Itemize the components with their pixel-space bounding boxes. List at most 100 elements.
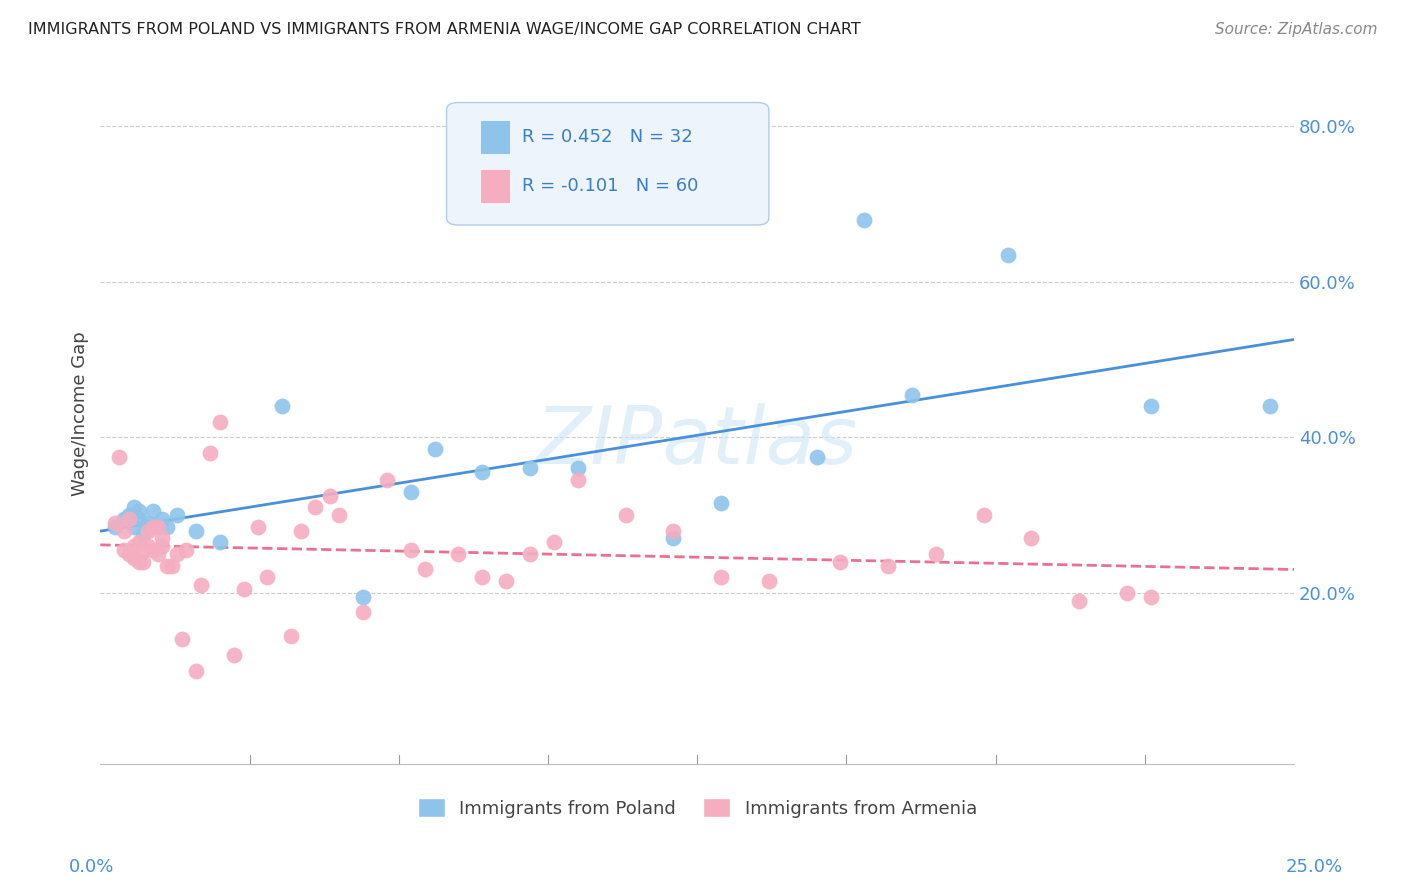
Point bbox=[122, 519, 145, 533]
Point bbox=[122, 500, 145, 515]
Point bbox=[830, 555, 852, 569]
Point bbox=[132, 555, 155, 569]
Point bbox=[104, 519, 127, 533]
Point bbox=[156, 558, 179, 573]
Text: Source: ZipAtlas.com: Source: ZipAtlas.com bbox=[1215, 22, 1378, 37]
Point bbox=[184, 524, 207, 538]
Point bbox=[662, 524, 685, 538]
Point bbox=[246, 519, 269, 533]
Point bbox=[170, 632, 193, 647]
Point bbox=[399, 543, 422, 558]
Point bbox=[1116, 586, 1139, 600]
Point bbox=[136, 524, 159, 538]
Point bbox=[146, 547, 169, 561]
Point bbox=[413, 562, 436, 576]
Point bbox=[112, 524, 135, 538]
Point bbox=[399, 484, 422, 499]
Point bbox=[806, 450, 828, 464]
Point bbox=[290, 524, 312, 538]
Point bbox=[1140, 590, 1163, 604]
Point bbox=[166, 547, 188, 561]
Point bbox=[901, 387, 924, 401]
Point bbox=[328, 508, 350, 522]
Text: R = 0.452   N = 32: R = 0.452 N = 32 bbox=[522, 128, 693, 145]
Point bbox=[222, 648, 245, 662]
FancyBboxPatch shape bbox=[479, 169, 510, 202]
Point bbox=[118, 512, 141, 526]
Point bbox=[614, 508, 637, 522]
Text: 25.0%: 25.0% bbox=[1286, 858, 1343, 876]
Point bbox=[160, 558, 183, 573]
Point bbox=[352, 605, 374, 619]
Point bbox=[543, 535, 565, 549]
Point bbox=[270, 399, 292, 413]
Point bbox=[142, 543, 165, 558]
Point bbox=[304, 500, 326, 515]
Text: R = -0.101   N = 60: R = -0.101 N = 60 bbox=[522, 177, 699, 194]
Point bbox=[973, 508, 995, 522]
Point bbox=[208, 535, 231, 549]
Point bbox=[166, 508, 188, 522]
Point bbox=[132, 527, 155, 541]
Point bbox=[184, 664, 207, 678]
Point bbox=[758, 574, 780, 588]
Point bbox=[156, 519, 179, 533]
Point bbox=[519, 547, 541, 561]
FancyBboxPatch shape bbox=[447, 103, 769, 225]
Point bbox=[375, 473, 398, 487]
Point bbox=[423, 442, 446, 456]
Y-axis label: Wage/Income Gap: Wage/Income Gap bbox=[72, 332, 89, 496]
Point bbox=[136, 539, 159, 553]
Point bbox=[122, 539, 145, 553]
Point bbox=[104, 516, 127, 530]
Point bbox=[495, 574, 517, 588]
Point bbox=[208, 415, 231, 429]
Point bbox=[853, 212, 876, 227]
Point bbox=[128, 512, 150, 526]
Legend: Immigrants from Poland, Immigrants from Armenia: Immigrants from Poland, Immigrants from … bbox=[411, 791, 984, 825]
FancyBboxPatch shape bbox=[479, 120, 510, 153]
Point bbox=[118, 508, 141, 522]
Point bbox=[112, 543, 135, 558]
Point bbox=[567, 461, 589, 475]
Point bbox=[1258, 399, 1281, 413]
Point bbox=[318, 489, 340, 503]
Point bbox=[567, 473, 589, 487]
Text: ZIPatlas: ZIPatlas bbox=[536, 403, 858, 481]
Point bbox=[146, 519, 169, 533]
Point bbox=[447, 547, 470, 561]
Point bbox=[877, 558, 900, 573]
Point bbox=[122, 550, 145, 565]
Point bbox=[925, 547, 948, 561]
Text: 0.0%: 0.0% bbox=[69, 858, 114, 876]
Point bbox=[352, 590, 374, 604]
Point bbox=[152, 539, 174, 553]
Point bbox=[118, 547, 141, 561]
Point bbox=[128, 535, 150, 549]
Point bbox=[710, 570, 733, 584]
Point bbox=[142, 504, 165, 518]
Point bbox=[142, 519, 165, 533]
Point bbox=[1021, 532, 1043, 546]
Point bbox=[710, 496, 733, 510]
Point bbox=[146, 519, 169, 533]
Point bbox=[232, 582, 254, 596]
Point bbox=[108, 450, 131, 464]
Point bbox=[152, 532, 174, 546]
Point bbox=[132, 543, 155, 558]
Point bbox=[519, 461, 541, 475]
Point bbox=[176, 543, 198, 558]
Point bbox=[128, 504, 150, 518]
Point bbox=[128, 555, 150, 569]
Point bbox=[662, 532, 685, 546]
Point bbox=[471, 570, 494, 584]
Point bbox=[136, 516, 159, 530]
Point bbox=[997, 247, 1019, 261]
Text: IMMIGRANTS FROM POLAND VS IMMIGRANTS FROM ARMENIA WAGE/INCOME GAP CORRELATION CH: IMMIGRANTS FROM POLAND VS IMMIGRANTS FRO… bbox=[28, 22, 860, 37]
Point bbox=[1140, 399, 1163, 413]
Point bbox=[190, 578, 212, 592]
Point bbox=[198, 446, 221, 460]
Point bbox=[136, 519, 159, 533]
Point bbox=[112, 512, 135, 526]
Point bbox=[256, 570, 278, 584]
